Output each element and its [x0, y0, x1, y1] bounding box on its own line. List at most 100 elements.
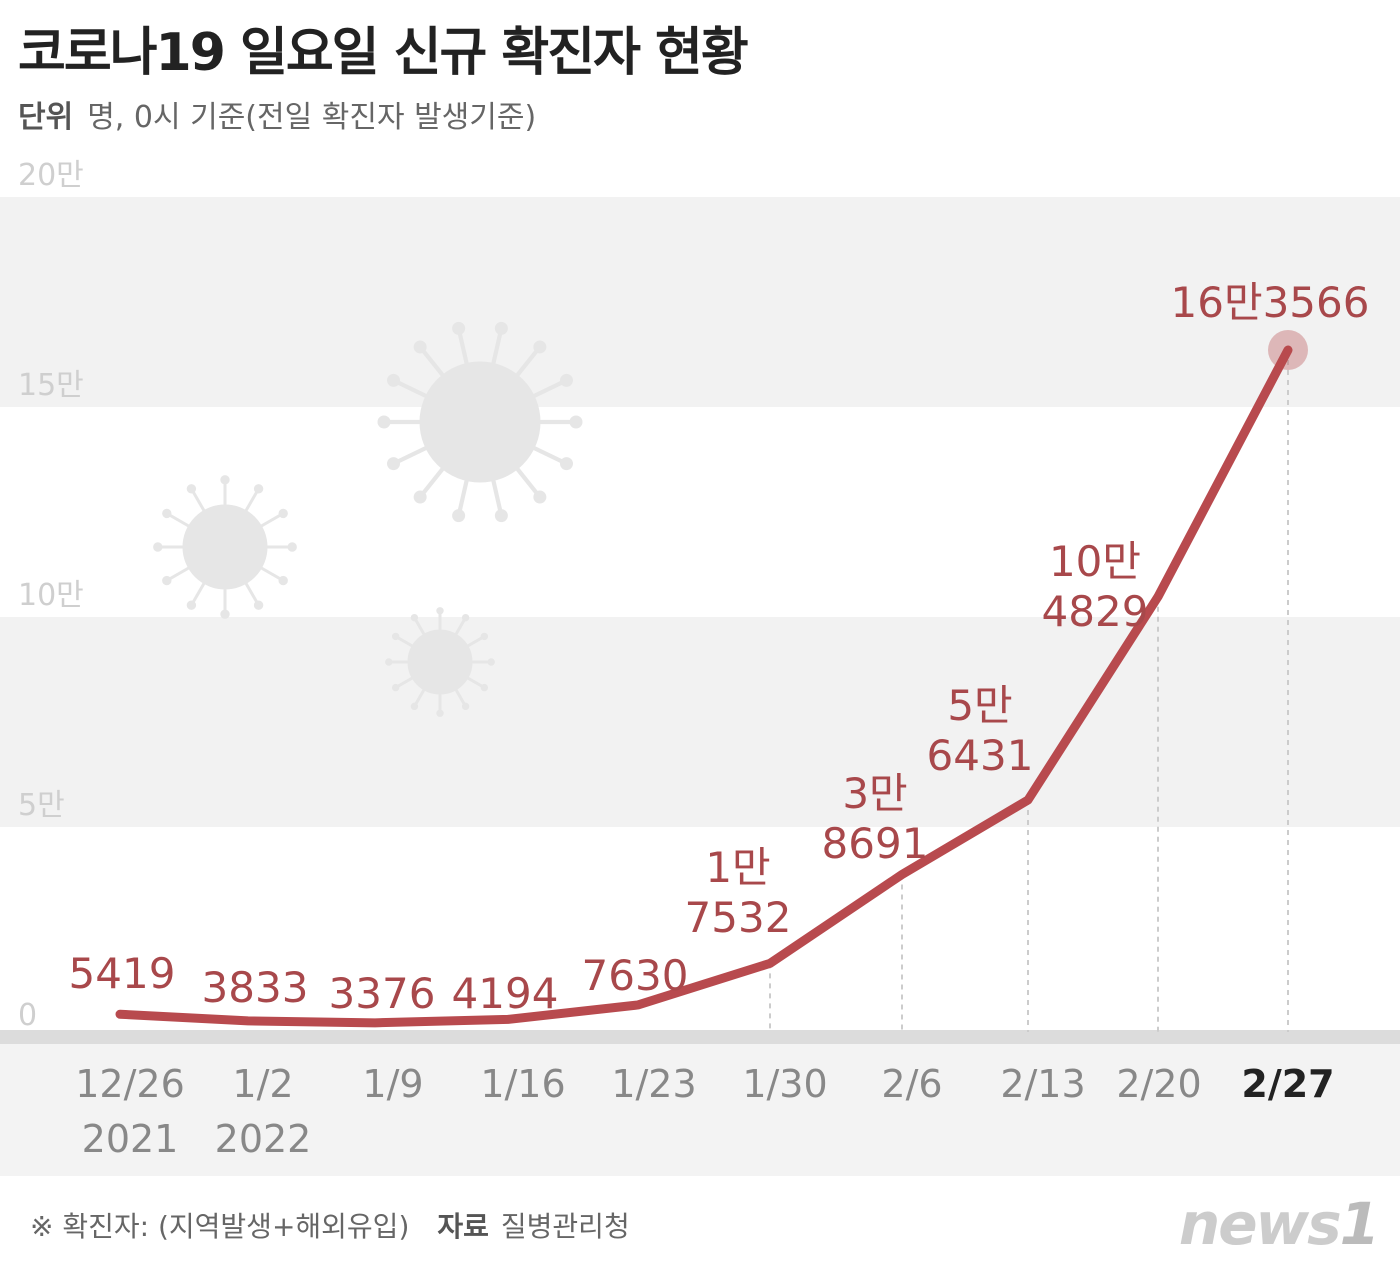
footer-note: ※ 확진자: (지역발생+해외유입)	[30, 1210, 410, 1243]
data-point	[766, 959, 774, 968]
virus-body	[419, 361, 541, 483]
virus-spike-tip	[287, 542, 297, 552]
virus-spike-tip	[253, 600, 264, 610]
virus-spike-tip	[377, 415, 391, 429]
virus-spike-tip	[220, 475, 230, 485]
data-point	[244, 1016, 252, 1025]
data-point	[371, 1018, 379, 1027]
virus-spike-tip	[461, 613, 470, 622]
virus-icon	[385, 607, 495, 717]
x-tick-label: 1/16	[480, 1062, 565, 1106]
data-label: 8691	[822, 819, 929, 868]
year-label: 2021	[82, 1117, 179, 1161]
virus-spike-tip	[253, 484, 264, 494]
virus-spike-tip	[278, 508, 288, 519]
x-tick-label: 2/27	[1241, 1062, 1334, 1106]
unit-label: 단위	[18, 100, 74, 135]
virus-spike-tip	[533, 340, 547, 354]
data-point	[898, 870, 906, 879]
series-line	[115, 345, 1293, 1028]
data-label: 6431	[927, 731, 1034, 780]
virus-spike-tip	[162, 575, 172, 586]
footer: ※ 확진자: (지역발생+해외유입) 자료 질병관리청	[30, 1205, 630, 1245]
data-label: 1만	[705, 843, 770, 892]
x-tick-label: 2/13	[1000, 1062, 1085, 1106]
data-label: 3376	[329, 969, 436, 1018]
data-label: 5419	[69, 949, 176, 998]
virus-spike-tip	[569, 415, 583, 429]
virus-spike-tip	[559, 457, 573, 471]
virus-spike-tip	[153, 542, 163, 552]
y-tick-label: 20만	[18, 158, 84, 193]
chart-title: 코로나19 일요일 신규 확진자 현황	[18, 23, 749, 83]
virus-spike-tip	[452, 509, 466, 523]
data-point	[1154, 592, 1162, 601]
source-label: 자료	[437, 1210, 489, 1243]
data-point	[116, 1010, 124, 1019]
data-label: 5만	[947, 681, 1012, 730]
virus-spike-tip	[186, 484, 197, 494]
data-label: 7532	[685, 893, 792, 942]
virus-spike-tip	[436, 709, 444, 717]
data-point	[504, 1015, 512, 1024]
x-tick-label: 1/9	[362, 1062, 423, 1106]
virus-spike-tip	[559, 373, 573, 387]
y-tick-label: 10만	[18, 578, 84, 613]
virus-spike-tip	[494, 321, 508, 335]
year-label: 2022	[215, 1117, 312, 1161]
chart-subtitle: 단위 명, 0시 기준(전일 확진자 발생기준)	[18, 92, 536, 136]
data-label: 4829	[1042, 587, 1149, 636]
y-tick-label: 0	[18, 998, 37, 1033]
virus-spike-tip	[410, 702, 419, 711]
x-tick-label: 1/30	[742, 1062, 827, 1106]
unit-text: 명, 0시 기준(전일 확진자 발생기준)	[87, 100, 537, 135]
data-label: 4194	[452, 969, 559, 1018]
news1-logo: news1	[1178, 1190, 1380, 1258]
virus-spike-tip	[391, 683, 400, 692]
x-tick-label: 1/2	[232, 1062, 293, 1106]
virus-spike-tip	[220, 609, 230, 619]
virus-spike-tip	[461, 702, 470, 711]
virus-spike-tip	[410, 613, 419, 622]
virus-body	[182, 504, 268, 590]
virus-spike-tip	[387, 457, 401, 471]
virus-spike-tip	[413, 340, 427, 354]
x-tick-label: 1/23	[611, 1062, 696, 1106]
virus-spike-tip	[533, 490, 547, 504]
virus-spike-tip	[162, 508, 172, 519]
data-point	[1024, 795, 1032, 804]
virus-spike-tip	[387, 373, 401, 387]
grid-band	[0, 617, 1400, 827]
x-tick-label: 2/6	[881, 1062, 942, 1106]
data-label: 7630	[582, 951, 689, 1000]
virus-spike-tip	[391, 632, 400, 641]
x-tick-label: 12/26	[75, 1062, 185, 1106]
data-point	[634, 1000, 642, 1009]
data-label: 10만	[1049, 537, 1141, 586]
y-tick-label: 15만	[18, 368, 84, 403]
virus-spike-tip	[480, 683, 489, 692]
x-axis-area	[0, 1044, 1400, 1176]
virus-spike-tip	[436, 607, 444, 615]
x-tick-label: 2/20	[1116, 1062, 1201, 1106]
data-label: 16만3566	[1171, 278, 1370, 327]
data-point	[1284, 346, 1292, 355]
data-label: 3833	[202, 963, 309, 1012]
virus-spike-tip	[413, 490, 427, 504]
data-label: 3만	[842, 769, 907, 818]
y-tick-label: 5만	[18, 788, 65, 823]
virus-body	[407, 629, 473, 695]
virus-spike-tip	[186, 600, 197, 610]
virus-spike-tip	[385, 658, 393, 666]
virus-icon	[377, 321, 583, 523]
virus-spike-tip	[452, 321, 466, 335]
highlight-marker	[1268, 330, 1308, 371]
virus-icon	[153, 475, 297, 619]
virus-spike-tip	[480, 632, 489, 641]
grid-band	[0, 197, 1400, 407]
source-text: 질병관리청	[500, 1210, 630, 1243]
virus-spike-tip	[494, 509, 508, 523]
x-axis-line	[0, 1030, 1400, 1044]
virus-spike-tip	[487, 658, 495, 666]
virus-spike-tip	[278, 575, 288, 586]
